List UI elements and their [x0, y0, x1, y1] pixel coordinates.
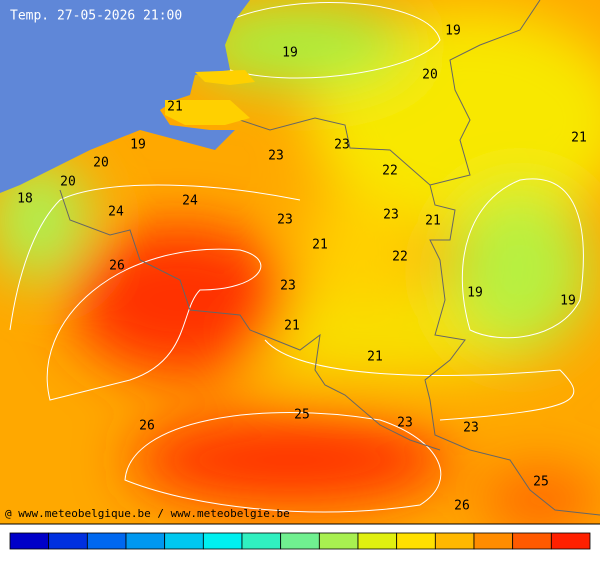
contour-label: 26 [109, 259, 125, 274]
contour-label: 21 [284, 319, 300, 334]
contour-label: 19 [130, 138, 146, 153]
contour-label: 19 [560, 294, 576, 309]
contour-label: 20 [93, 156, 109, 171]
isotherms [9, 2, 584, 513]
borders [59, 0, 600, 516]
contour-label: 19 [467, 286, 483, 301]
contour-label: 18 [17, 192, 33, 207]
legend-swatch [473, 532, 514, 550]
contour-label: 23 [268, 149, 284, 164]
contour-label: 22 [382, 164, 398, 179]
contour-label: 19 [445, 24, 461, 39]
map-title: Temp. 27-05-2026 21:00 [10, 9, 182, 24]
contour-label: 26 [454, 499, 470, 514]
contour-label: 23 [277, 213, 293, 228]
legend-swatch [86, 532, 127, 550]
temperature-field [0, 0, 600, 524]
contour-label: 25 [533, 475, 549, 490]
contour-label: 24 [182, 194, 198, 209]
legend-swatch [357, 532, 398, 550]
contour-label: 20 [422, 68, 438, 83]
contour-label: 21 [167, 100, 183, 115]
legend-swatch [241, 532, 282, 550]
contour-label: 23 [463, 421, 479, 436]
contour-label: 24 [108, 205, 124, 220]
legend-swatch [512, 532, 552, 550]
contour-label: 19 [282, 46, 298, 61]
legend-swatch [164, 532, 204, 550]
contour-labels: 19 19 20 21 19 20 20 18 23 23 22 24 24 23 23 21 21 22 26 23… [17, 24, 587, 514]
legend-swatch [48, 532, 88, 550]
contour-label: 23 [334, 138, 350, 153]
islands [165, 70, 255, 125]
contour-label: 23 [383, 208, 399, 223]
legend-swatch [396, 532, 436, 550]
legend-swatch [318, 532, 359, 550]
legend-swatch [434, 532, 475, 550]
contour-label: 21 [571, 131, 587, 146]
color-legend [9, 532, 591, 550]
contour-label: 23 [280, 279, 296, 294]
legend-swatch [9, 532, 50, 550]
credit: @ www.meteobelgique.be / www.meteobelgie… [5, 507, 290, 520]
legend-swatch [550, 532, 591, 550]
legend-swatch [125, 532, 166, 550]
contour-label: 26 [139, 419, 155, 434]
sea [0, 0, 250, 193]
contour-label: 21 [367, 350, 383, 365]
contour-label: 21 [312, 238, 328, 253]
legend-swatch [280, 532, 320, 550]
contour-label: 23 [397, 416, 413, 431]
contour-label: 20 [60, 175, 76, 190]
contour-label: 25 [294, 408, 310, 423]
legend-swatch [202, 532, 243, 550]
contour-label: 22 [392, 250, 408, 265]
contour-label: 21 [425, 214, 441, 229]
